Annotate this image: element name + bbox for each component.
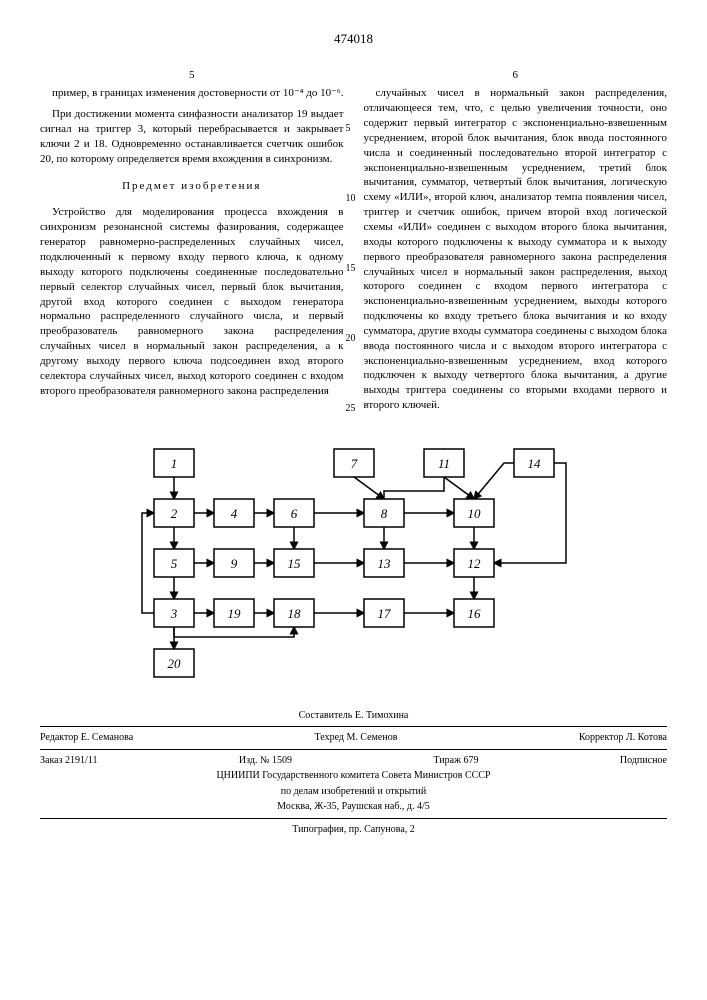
footer-techred: Техред М. Семенов: [315, 731, 398, 745]
svg-text:16: 16: [467, 606, 481, 621]
svg-text:4: 4: [230, 506, 237, 521]
footer-izd: Изд. № 1509: [239, 754, 292, 768]
svg-text:17: 17: [377, 606, 391, 621]
svg-text:6: 6: [290, 506, 297, 521]
left-p2: При достижении момента синфазности анали…: [40, 107, 344, 166]
block-diagram: 1711142468105915131231918171620: [134, 439, 574, 689]
footer-org2: по делам изобретений и открытий: [40, 785, 667, 799]
footer-editor: Редактор Е. Семанова: [40, 731, 133, 745]
footer-compiler: Составитель Е. Тимохина: [40, 709, 667, 723]
left-column: 5 пример, в границах изменения достоверн…: [40, 68, 344, 419]
svg-text:7: 7: [350, 456, 357, 471]
col-num-right: 6: [364, 68, 668, 83]
left-p1: пример, в границах изменения достовернос…: [40, 86, 344, 101]
footer-org1: ЦНИИПИ Государственного комитета Совета …: [40, 769, 667, 783]
footer-order: Заказ 2191/11: [40, 754, 97, 768]
svg-text:8: 8: [380, 506, 387, 521]
svg-text:2: 2: [170, 506, 177, 521]
section-title: Предмет изобретения: [40, 179, 344, 194]
line-marker-5: 5: [346, 122, 351, 136]
footer-address: Москва, Ж-35, Раушская наб., д. 4/5: [40, 800, 667, 814]
line-marker-20: 20: [346, 332, 356, 346]
col-num-left: 5: [40, 68, 344, 83]
right-p1: случайных чисел в нормальный закон распр…: [364, 86, 668, 413]
line-marker-10: 10: [346, 192, 356, 206]
svg-text:3: 3: [169, 606, 177, 621]
left-p3: Устройство для моделирования процесса вх…: [40, 205, 344, 398]
svg-text:14: 14: [527, 456, 541, 471]
svg-text:9: 9: [230, 556, 237, 571]
svg-text:11: 11: [437, 456, 449, 471]
svg-text:13: 13: [377, 556, 391, 571]
footer-typography: Типография, пр. Сапунова, 2: [40, 823, 667, 837]
svg-text:12: 12: [467, 556, 481, 571]
svg-text:20: 20: [167, 656, 181, 671]
right-column: 6 5 10 15 20 25 случайных чисел в нормал…: [364, 68, 668, 419]
line-marker-25: 25: [346, 402, 356, 416]
svg-text:15: 15: [287, 556, 301, 571]
footer: Составитель Е. Тимохина Редактор Е. Сема…: [40, 709, 667, 837]
text-columns: 5 пример, в границах изменения достоверн…: [40, 68, 667, 419]
svg-text:18: 18: [287, 606, 301, 621]
line-marker-15: 15: [346, 262, 356, 276]
patent-number: 474018: [40, 30, 667, 48]
svg-text:10: 10: [467, 506, 481, 521]
footer-tirazh: Тираж 679: [433, 754, 478, 768]
footer-corrector: Корректор Л. Котова: [579, 731, 667, 745]
svg-text:19: 19: [227, 606, 241, 621]
footer-podpisnoe: Подписное: [620, 754, 667, 768]
svg-text:5: 5: [170, 556, 177, 571]
svg-text:1: 1: [170, 456, 177, 471]
